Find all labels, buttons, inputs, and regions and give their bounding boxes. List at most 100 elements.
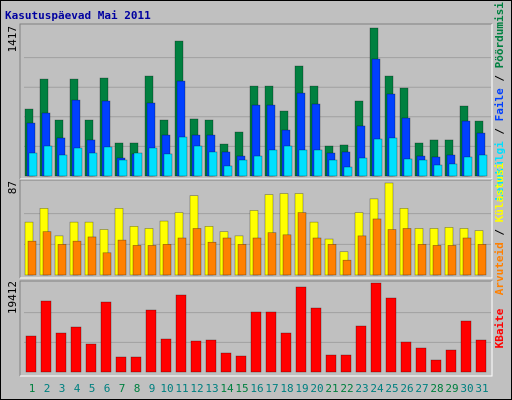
bar <box>130 356 142 373</box>
bar <box>117 239 127 276</box>
bar <box>253 155 263 177</box>
bar <box>237 244 247 276</box>
bar <box>283 145 293 177</box>
x-tick-label: 9 <box>149 382 156 395</box>
bar <box>462 237 472 276</box>
bar <box>40 300 52 373</box>
bar <box>373 138 383 177</box>
bar <box>72 240 82 276</box>
bar <box>235 355 247 373</box>
bar <box>160 338 172 373</box>
bar <box>85 343 97 373</box>
legend-entry: Faile <box>493 88 506 121</box>
legend-separator: / <box>493 222 506 242</box>
bar <box>310 307 322 373</box>
bar <box>298 149 308 177</box>
legend-entry: Pöördumisi <box>493 2 506 69</box>
bar <box>42 231 52 276</box>
bar <box>357 235 367 276</box>
x-tick-label: 3 <box>59 382 66 395</box>
x-tick-label: 23 <box>355 382 368 395</box>
bar <box>55 332 67 373</box>
x-tick-label: 26 <box>400 382 413 395</box>
x-tick-label: 28 <box>430 382 443 395</box>
bar <box>190 340 202 373</box>
panel-shadow <box>19 280 492 376</box>
bar <box>415 347 427 373</box>
bar <box>192 228 202 276</box>
bar <box>145 309 157 373</box>
legend: Lehekülgi / Faile / Pöördumisi <box>493 2 506 201</box>
bar <box>433 164 443 177</box>
bar <box>328 159 338 177</box>
bar <box>432 245 442 276</box>
bar <box>57 244 67 276</box>
x-tick-label: 22 <box>340 382 353 395</box>
bar <box>205 339 217 373</box>
bar <box>372 218 382 276</box>
bar <box>87 236 97 276</box>
x-tick-label: 24 <box>370 382 384 395</box>
x-tick-label: 14 <box>220 382 234 395</box>
bar <box>313 149 323 177</box>
bar <box>385 297 397 373</box>
bar <box>223 165 233 177</box>
bar <box>325 354 337 373</box>
bar <box>312 237 322 276</box>
bar <box>133 152 143 177</box>
bar <box>148 147 158 177</box>
x-tick-label: 12 <box>190 382 203 395</box>
bar <box>403 158 413 177</box>
x-tick-label: 4 <box>74 382 81 395</box>
bar <box>100 301 112 373</box>
legend: KBaite <box>493 308 506 348</box>
bar <box>207 241 217 276</box>
x-tick-label: 21 <box>325 382 338 395</box>
bar <box>478 154 488 177</box>
x-tick-label: 5 <box>89 382 96 395</box>
bar <box>388 137 398 177</box>
x-tick-label: 17 <box>265 382 278 395</box>
legend: Arvuteid / Külastusi <box>493 162 506 295</box>
bar <box>147 245 157 276</box>
x-tick-label: 20 <box>310 382 323 395</box>
panel-light <box>20 24 493 180</box>
bar <box>280 332 292 373</box>
bar <box>250 311 262 373</box>
bar <box>342 259 352 276</box>
bar <box>28 152 38 177</box>
bar <box>220 352 232 373</box>
panel-light <box>20 281 493 377</box>
y-tick-label: 1417 <box>6 26 19 53</box>
bar <box>268 149 278 177</box>
bar <box>238 159 248 177</box>
x-tick-label: 16 <box>250 382 263 395</box>
x-tick-label: 29 <box>445 382 458 395</box>
legend-entry: KBaite <box>493 308 506 348</box>
x-tick-label: 13 <box>205 382 218 395</box>
bar <box>88 152 98 177</box>
bar <box>387 229 397 276</box>
bar <box>267 232 277 276</box>
bar <box>175 294 187 373</box>
bar <box>252 237 262 276</box>
y-tick-label: 87 <box>6 181 19 194</box>
bar <box>163 153 173 177</box>
bar <box>222 237 232 276</box>
y-tick-label: 19412 <box>6 281 19 314</box>
panel-shadow <box>19 23 492 179</box>
bar <box>73 147 83 177</box>
x-tick-label: 1 <box>29 382 36 395</box>
bar <box>327 244 337 276</box>
legend-separator: / <box>493 121 506 141</box>
bar <box>58 154 68 177</box>
bar <box>265 311 277 373</box>
bar <box>118 159 128 177</box>
bar <box>358 157 368 177</box>
bar <box>102 252 112 276</box>
x-tick-label: 31 <box>475 382 488 395</box>
legend-separator: / <box>493 68 506 88</box>
bar <box>25 335 37 373</box>
bar <box>418 159 428 177</box>
